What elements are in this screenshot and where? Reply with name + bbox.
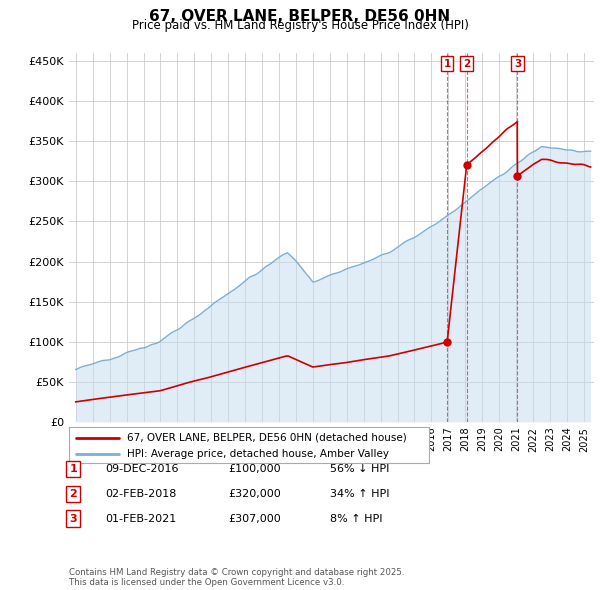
Text: 1: 1 [443,59,451,68]
Text: Price paid vs. HM Land Registry's House Price Index (HPI): Price paid vs. HM Land Registry's House … [131,19,469,32]
Text: 56% ↓ HPI: 56% ↓ HPI [330,464,389,474]
Text: 1: 1 [70,464,77,474]
Text: £100,000: £100,000 [228,464,281,474]
Text: 01-FEB-2021: 01-FEB-2021 [105,514,176,523]
Text: 34% ↑ HPI: 34% ↑ HPI [330,489,389,499]
Text: HPI: Average price, detached house, Amber Valley: HPI: Average price, detached house, Ambe… [127,449,389,459]
Text: 2: 2 [70,489,77,499]
Text: 67, OVER LANE, BELPER, DE56 0HN (detached house): 67, OVER LANE, BELPER, DE56 0HN (detache… [127,432,406,442]
Text: Contains HM Land Registry data © Crown copyright and database right 2025.
This d: Contains HM Land Registry data © Crown c… [69,568,404,587]
Text: 67, OVER LANE, BELPER, DE56 0HN: 67, OVER LANE, BELPER, DE56 0HN [149,9,451,24]
Text: 8% ↑ HPI: 8% ↑ HPI [330,514,383,523]
Text: 09-DEC-2016: 09-DEC-2016 [105,464,179,474]
Text: 3: 3 [70,514,77,523]
Text: £307,000: £307,000 [228,514,281,523]
Text: 2: 2 [463,59,470,68]
Text: 02-FEB-2018: 02-FEB-2018 [105,489,176,499]
Text: £320,000: £320,000 [228,489,281,499]
Text: 3: 3 [514,59,521,68]
